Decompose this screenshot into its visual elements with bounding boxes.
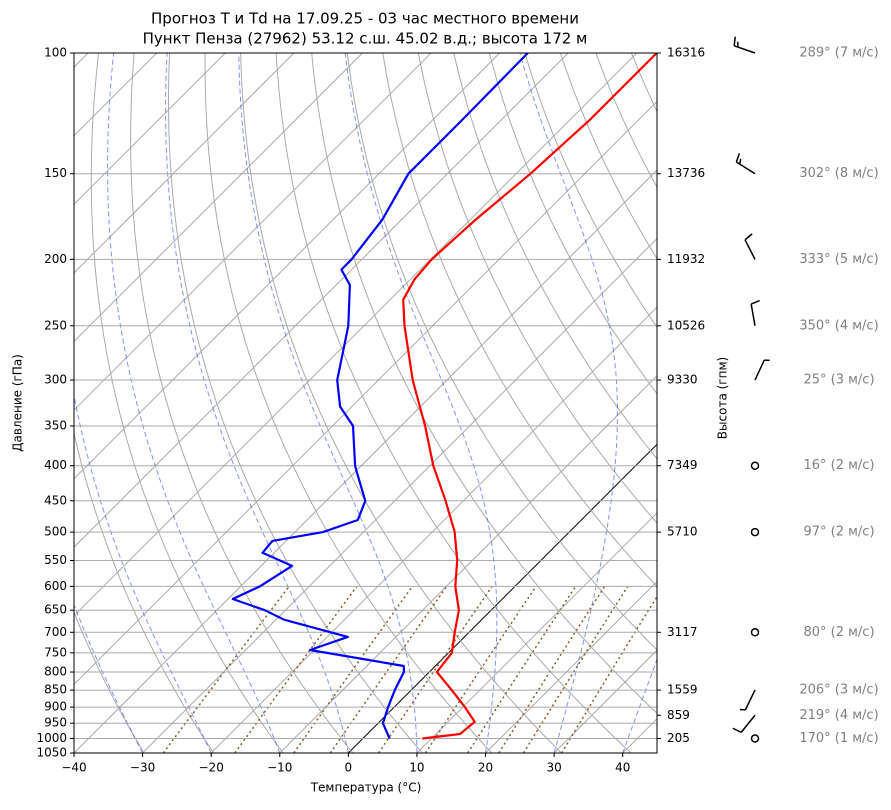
chart-title: Прогноз T и Td на 17.09.25 - 03 час мест… bbox=[151, 10, 579, 28]
x-tick-label: 40 bbox=[615, 761, 630, 775]
y-tick-label: 400 bbox=[44, 458, 67, 472]
x-tick-label: −20 bbox=[199, 761, 224, 775]
x-tick-label: 30 bbox=[546, 761, 561, 775]
x-axis-label: Температура (°C) bbox=[310, 781, 422, 795]
wind-label: 25° (3 м/с) bbox=[803, 373, 874, 388]
y2-tick-label: 13736 bbox=[667, 166, 705, 180]
y-tick-label: 600 bbox=[44, 579, 67, 593]
y-tick-label: 250 bbox=[44, 318, 67, 332]
y2-tick-label: 9330 bbox=[667, 373, 698, 387]
y-tick-label: 700 bbox=[44, 625, 67, 639]
y-tick-label: 550 bbox=[44, 553, 67, 567]
chart-subtitle: Пункт Пенза (27962) 53.12 с.ш. 45.02 в.д… bbox=[143, 30, 588, 48]
y-tick-label: 750 bbox=[44, 645, 67, 659]
x-tick-label: −30 bbox=[130, 761, 155, 775]
wind-label: 302° (8 м/с) bbox=[799, 166, 878, 181]
y-tick-label: 350 bbox=[44, 418, 67, 432]
x-tick-label: −10 bbox=[267, 761, 292, 775]
y-tick-label: 1000 bbox=[36, 731, 67, 745]
wind-label: 350° (4 м/с) bbox=[799, 318, 878, 333]
y-tick-label: 1050 bbox=[36, 746, 67, 760]
y-tick-label: 900 bbox=[44, 700, 67, 714]
x-tick-label: 20 bbox=[478, 761, 493, 775]
x-tick-label: 10 bbox=[409, 761, 424, 775]
y-tick-label: 500 bbox=[44, 525, 67, 539]
y2-tick-label: 5710 bbox=[667, 525, 698, 539]
y-tick-label: 650 bbox=[44, 603, 67, 617]
y-tick-label: 850 bbox=[44, 683, 67, 697]
y-axis-label: Давление (гПа) bbox=[11, 354, 25, 452]
wind-label: 333° (5 м/с) bbox=[799, 252, 878, 267]
y2-tick-label: 10526 bbox=[667, 318, 705, 332]
wind-label: 80° (2 м/с) bbox=[803, 625, 874, 640]
y-tick-label: 800 bbox=[44, 665, 67, 679]
y2-tick-label: 859 bbox=[667, 708, 690, 722]
wind-label: 170° (1 м/с) bbox=[799, 731, 878, 746]
y2-tick-label: 3117 bbox=[667, 625, 698, 639]
y2-tick-label: 16316 bbox=[667, 46, 705, 60]
y2-tick-label: 205 bbox=[667, 731, 690, 745]
wind-label: 97° (2 м/с) bbox=[803, 525, 874, 540]
wind-label: 16° (2 м/с) bbox=[803, 458, 874, 473]
x-tick-label: −40 bbox=[61, 761, 86, 775]
y-tick-label: 950 bbox=[44, 716, 67, 730]
wind-label: 219° (4 м/с) bbox=[799, 708, 878, 723]
wind-label: 206° (3 м/с) bbox=[799, 683, 878, 698]
y2-tick-label: 1559 bbox=[667, 683, 698, 697]
y-tick-label: 100 bbox=[44, 46, 67, 60]
y-tick-label: 200 bbox=[44, 252, 67, 266]
y2-axis-label: Высота (гпм) bbox=[716, 357, 730, 439]
y-tick-label: 300 bbox=[44, 373, 67, 387]
y2-tick-label: 11932 bbox=[667, 252, 705, 266]
y2-tick-label: 7349 bbox=[667, 458, 698, 472]
x-tick-label: 0 bbox=[345, 761, 353, 775]
y-tick-label: 150 bbox=[44, 166, 67, 180]
y-tick-label: 450 bbox=[44, 493, 67, 507]
wind-label: 289° (7 м/с) bbox=[799, 46, 878, 61]
